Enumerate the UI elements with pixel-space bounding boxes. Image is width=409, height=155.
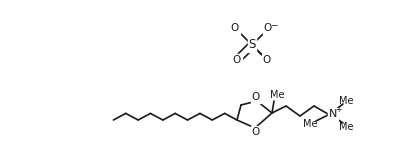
Text: O: O <box>263 23 272 33</box>
Text: +: + <box>334 104 341 113</box>
Text: Me: Me <box>338 96 353 106</box>
Text: O: O <box>262 55 270 65</box>
Text: O: O <box>251 92 259 102</box>
Text: N: N <box>328 109 337 119</box>
Text: S: S <box>248 38 255 51</box>
Text: −: − <box>270 20 277 29</box>
Text: O: O <box>232 55 240 65</box>
Text: Me: Me <box>269 90 283 100</box>
Text: Me: Me <box>302 119 317 129</box>
Text: O: O <box>230 23 238 33</box>
Text: O: O <box>251 127 259 137</box>
Text: Me: Me <box>338 122 353 132</box>
